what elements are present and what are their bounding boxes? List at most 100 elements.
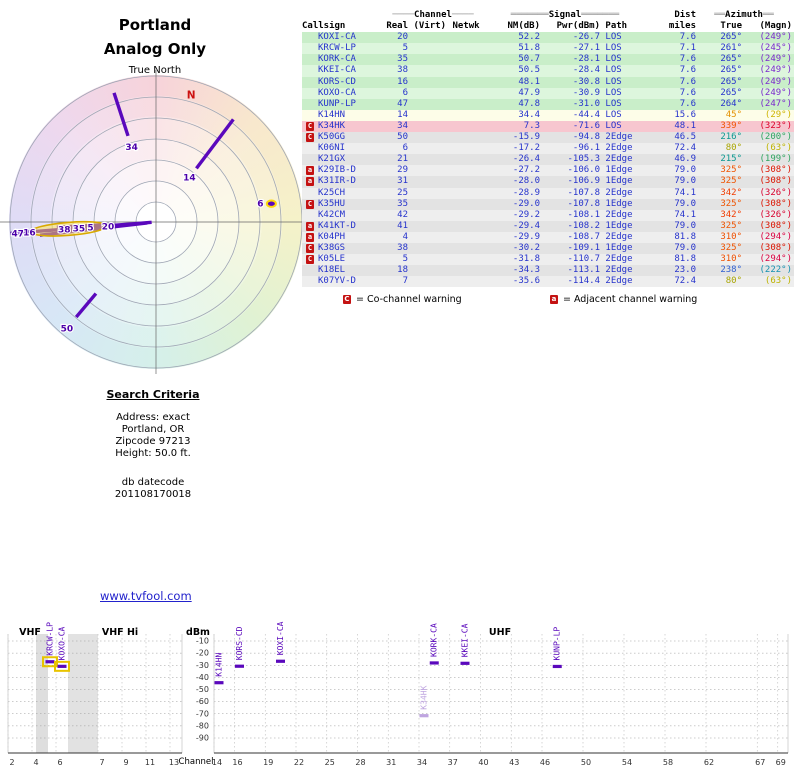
x-tick-label: 43 (509, 758, 519, 767)
radar-channel-label: 16 (23, 228, 36, 238)
radar-channel-label: 14 (183, 174, 196, 184)
station-marker (276, 659, 285, 663)
radar-spoke (195, 118, 235, 170)
legend-co-channel: C = Co-channel warning (343, 294, 462, 305)
azimuth-radar-chart: 34 14 50 47 16 38 35 5 20 6 N (0, 70, 312, 374)
co-channel-text: = Co-channel warning (356, 294, 462, 305)
vhf-section-label: VHF (19, 627, 41, 638)
station-row: K06NI 6 -17.2 -96.1 2Edge 72.4 80° (63°) (302, 143, 794, 155)
co-channel-badge: C (343, 295, 351, 304)
station-row: C K05LE 5 -31.8 -110.7 2Edge 81.8 310° (294°) (302, 254, 794, 266)
x-tick-label: 25 (325, 758, 335, 767)
station-table: ────Channel──── ═══════Signal═══════ Dist ═… (302, 10, 794, 288)
radar-channel-label: 20 (102, 222, 115, 232)
y-tick-label: -10 (196, 637, 209, 646)
x-tick-label: 28 (355, 758, 365, 767)
x-tick-label: 13 (169, 758, 179, 767)
station-marker (45, 660, 55, 664)
search-criteria: Search Criteria Address: exact Portland,… (78, 388, 228, 501)
station-row: C K35HU 35 -29.0 -107.8 1Edge 79.0 325° (308°) (302, 198, 794, 210)
x-tick-label: 16 (232, 758, 242, 767)
x-tick-label: 50 (581, 758, 591, 767)
dbm-axis-label: dBm (186, 627, 210, 638)
x-tick-label: 19 (263, 758, 273, 767)
y-tick-label: -80 (196, 721, 209, 730)
shaded-band (68, 634, 98, 753)
marker-highlight (54, 660, 70, 672)
station-callsign-label: KORS-CD (235, 626, 244, 660)
radar-channel-label: 6 (257, 200, 263, 210)
station-marker (460, 661, 470, 665)
station-marker (419, 714, 429, 718)
station-row: C K38GS 38 -30.2 -109.1 1Edge 79.0 325° (308°) (302, 242, 794, 255)
y-tick-label: -50 (196, 685, 209, 694)
x-tick-label: 67 (755, 758, 765, 767)
warning-badge: C (306, 243, 314, 253)
y-tick-label: -30 (196, 661, 209, 670)
x-tick-label: 14 (212, 758, 222, 767)
table-header-groups: ────Channel──── ═══════Signal═══════ Dist ═… (392, 10, 774, 20)
adjacent-channel-text: = Adjacent channel warning (563, 294, 698, 305)
station-callsign-label: KORK-CA (430, 623, 439, 657)
station-marker (214, 681, 224, 685)
tvfool-link[interactable]: www.tvfool.com (100, 589, 192, 603)
true-north-label: True North (128, 65, 182, 76)
warning-badge: C (306, 133, 314, 143)
x-tick-label: 4 (33, 758, 38, 767)
radar-channel-label: 38 (58, 226, 71, 236)
x-tick-label: 2 (9, 758, 14, 767)
y-tick-label: -60 (196, 697, 209, 706)
uhf-section-label: UHF (489, 627, 511, 638)
station-row: KRCW-LP 5 51.8 -27.1 LOS 7.1 261° (245°) (302, 43, 794, 55)
station-row: a K29IB-D 29 -27.2 -106.0 1Edge 79.0 325° (308°… (302, 165, 794, 177)
station-row: C K50GG 50 -15.9 -94.8 2Edge 46.5 216° (200°) (302, 132, 794, 144)
channel-6-marker (265, 199, 277, 208)
station-row: a K41KT-D 41 -29.4 -108.2 1Edge 79.0 325° (308°… (302, 220, 794, 232)
radar-overlay: 34 14 50 47 16 38 35 5 20 6 N (0, 70, 312, 374)
search-zipcode: Zipcode 97213 (115, 436, 191, 447)
station-row: K18EL 18 -34.3 -113.1 2Edge 23.0 238° (222°) (302, 265, 794, 277)
warning-badge: C (306, 199, 314, 209)
signal-spectrum-chart: -10-20-30-40-50-60-70-80-902 4 6 7 9 11 13 14 16… (7, 621, 789, 767)
station-row: KUNP-LP 47 47.8 -31.0 LOS 7.6 264° (247°) (302, 98, 794, 110)
x-tick-label: 46 (540, 758, 550, 767)
station-row: K07YV-D 7 -35.6 -114.4 2Edge 72.4 80° (63°) (302, 276, 794, 288)
y-tick-label: -20 (196, 649, 209, 658)
x-tick-label: 37 (448, 758, 458, 767)
station-callsign-label: K34HK (420, 685, 429, 709)
vhf-hi-section-label: VHF Hi (102, 627, 138, 638)
radar-channel-label: 50 (61, 324, 74, 334)
station-row: C K34HK 34 7.3 -71.6 LOS 48.1 339° (323°) (302, 120, 794, 133)
y-tick-label: -70 (196, 709, 209, 718)
station-row: KORS-CD 16 48.1 -30.8 LOS 7.6 265° (249°) (302, 76, 794, 88)
y-tick-label: -90 (196, 734, 209, 743)
station-row: K42CM 42 -29.2 -108.1 2Edge 74.1 342° (326°) (302, 209, 794, 221)
warning-badge: C (306, 255, 314, 265)
station-row: KKEI-CA 38 50.5 -28.4 LOS 7.6 265° (249°) (302, 65, 794, 77)
station-callsign-label: K14HN (215, 652, 224, 676)
station-row: K14HN 14 34.4 -44.4 LOS 15.6 45° (29°) (302, 109, 794, 121)
station-marker (235, 664, 244, 668)
radar-subtitle: Analog Only (103, 40, 207, 58)
radar-channel-label: 5 (87, 224, 93, 234)
shaded-band (36, 634, 48, 753)
radar-channel-label: 34 (125, 143, 138, 153)
db-datecode-value: 201108170018 (114, 489, 192, 500)
x-tick-label: 11 (145, 758, 155, 767)
y-tick-label: -40 (196, 673, 209, 682)
channel-axis-label: Channel (179, 757, 214, 767)
x-tick-label: 22 (294, 758, 304, 767)
search-height: Height: 50.0 ft. (115, 448, 191, 459)
radar-channel-label: 47 (11, 229, 24, 239)
x-tick-label: 31 (386, 758, 396, 767)
station-row: K21GX 21 -26.4 -105.3 2Edge 46.9 215° (199°) (302, 154, 794, 166)
station-row: KOXO-CA 6 47.9 -30.9 LOS 7.6 265° (249°) (302, 87, 794, 99)
radar-channel-label: 35 (73, 225, 86, 235)
station-row: KORK-CA 35 50.7 -28.1 LOS 7.6 265° (249°) (302, 54, 794, 66)
station-callsign-label: KOXO-CA (58, 626, 67, 660)
table-header: Callsign Real (Virt) Netwk NM(dB) Pwr(dBm) Pa… (302, 21, 792, 32)
radar-title: Portland (118, 16, 192, 34)
station-callsign-label: KKEI-CA (461, 623, 470, 657)
station-row: a K31IR-D 31 -28.0 -106.9 1Edge 79.0 325° (308°… (302, 176, 794, 188)
station-callsign-label: KUNP-LP (553, 627, 562, 661)
